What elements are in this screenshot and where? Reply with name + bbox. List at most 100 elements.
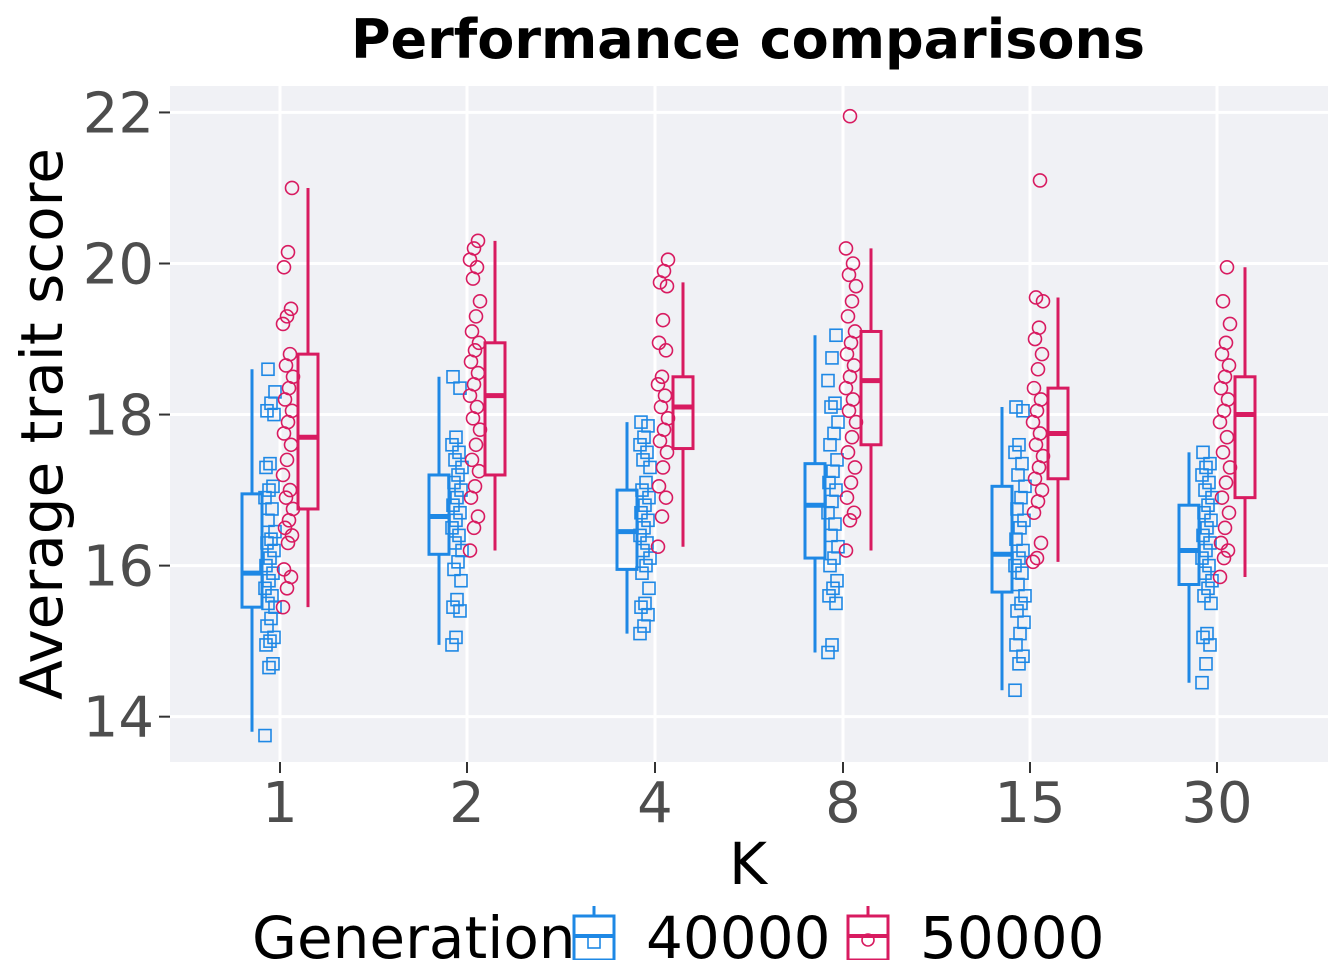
data-point: [261, 362, 275, 377]
box: [1177, 503, 1201, 587]
data-point: [470, 509, 486, 524]
data-point: [633, 437, 647, 452]
data-point: [826, 581, 840, 596]
data-point: [259, 638, 273, 652]
data-point: [1195, 551, 1209, 565]
data-point: [844, 429, 860, 445]
x-tick-label: 15: [994, 771, 1065, 836]
data-point: [634, 505, 648, 520]
data-point: [1202, 558, 1216, 573]
boxplot-40000-2: [427, 376, 451, 645]
data-point: [1203, 456, 1217, 471]
x-tick-label: 30: [1181, 771, 1252, 836]
boxplot-50000-2: [483, 240, 507, 551]
data-point: [1205, 490, 1219, 505]
boxplot-50000-1: [296, 187, 320, 608]
data-point: [263, 456, 277, 471]
data-point: [828, 517, 842, 531]
data-point: [842, 513, 858, 528]
series-layer: [240, 108, 1257, 743]
data-point: [445, 437, 459, 452]
data-point: [1197, 589, 1211, 603]
series-40000: [240, 328, 1219, 743]
data-point: [446, 498, 460, 512]
data-point: [1198, 483, 1212, 497]
y-tick-label: 22: [83, 81, 154, 146]
data-point: [847, 460, 863, 475]
box: [671, 375, 695, 451]
data-point: [654, 509, 670, 524]
data-point: [821, 645, 835, 660]
data-point: [276, 562, 292, 577]
boxplot-50000-15: [1046, 297, 1070, 562]
data-point: [829, 328, 843, 343]
legend-key-marker: [587, 935, 601, 949]
data-point: [1016, 649, 1030, 664]
data-point: [840, 309, 856, 324]
data-point: [275, 599, 291, 615]
boxplot-40000-1: [240, 369, 264, 732]
data-point: [1016, 403, 1030, 418]
data-point: [468, 309, 484, 324]
data-point: [643, 551, 657, 565]
data-point: [467, 343, 483, 358]
data-point: [455, 543, 469, 558]
data-point: [472, 293, 488, 309]
data-point: [634, 415, 648, 429]
data-point: [642, 490, 656, 505]
boxplot-40000-8: [803, 335, 827, 653]
data-point: [259, 558, 273, 573]
y-tick-label: 20: [83, 232, 154, 297]
data-point: [651, 479, 667, 494]
data-point: [1032, 173, 1048, 188]
y-tick-label: 18: [83, 384, 154, 449]
data-point: [280, 244, 296, 260]
data-point: [829, 483, 843, 497]
data-point: [1201, 498, 1215, 512]
data-point: [1204, 513, 1218, 528]
data-point: [279, 309, 295, 324]
data-point: [1219, 259, 1235, 275]
data-point: [467, 479, 483, 494]
data-point: [843, 475, 859, 490]
data-point: [470, 233, 486, 249]
data-point: [260, 619, 274, 633]
data-point: [1216, 550, 1232, 566]
data-point: [660, 252, 676, 268]
data-point: [1012, 657, 1026, 671]
data-point: [655, 312, 671, 328]
data-point: [633, 626, 647, 641]
data-point: [445, 638, 459, 652]
data-point: [447, 562, 461, 577]
data-point: [1017, 615, 1031, 630]
y-axis-title: Average trait score: [8, 148, 76, 700]
data-point: [638, 498, 652, 512]
data-point: [445, 521, 459, 535]
data-point: [280, 535, 296, 551]
data-point: [267, 630, 281, 645]
data-point: [265, 589, 279, 603]
box: [990, 484, 1014, 594]
data-point: [266, 657, 280, 671]
data-point: [848, 278, 864, 294]
data-point: [1196, 445, 1210, 460]
data-point: [825, 351, 839, 365]
data-point: [1014, 596, 1028, 611]
data-point: [277, 520, 293, 536]
data-point: [1218, 335, 1234, 351]
data-point: [258, 490, 272, 505]
data-point: [449, 430, 463, 445]
data-point: [1008, 445, 1022, 460]
data-point: [448, 453, 462, 467]
data-point: [275, 316, 291, 332]
legend-keys: 40000 50000: [572, 904, 1105, 960]
data-point: [462, 543, 478, 558]
data-point: [659, 445, 675, 460]
data-point: [278, 490, 294, 505]
series-50000: [275, 108, 1257, 615]
box: [483, 341, 507, 477]
plot-panel: [170, 86, 1328, 762]
legend-title: Generation: [252, 904, 576, 960]
data-point: [1222, 316, 1238, 332]
data-point: [450, 592, 464, 607]
